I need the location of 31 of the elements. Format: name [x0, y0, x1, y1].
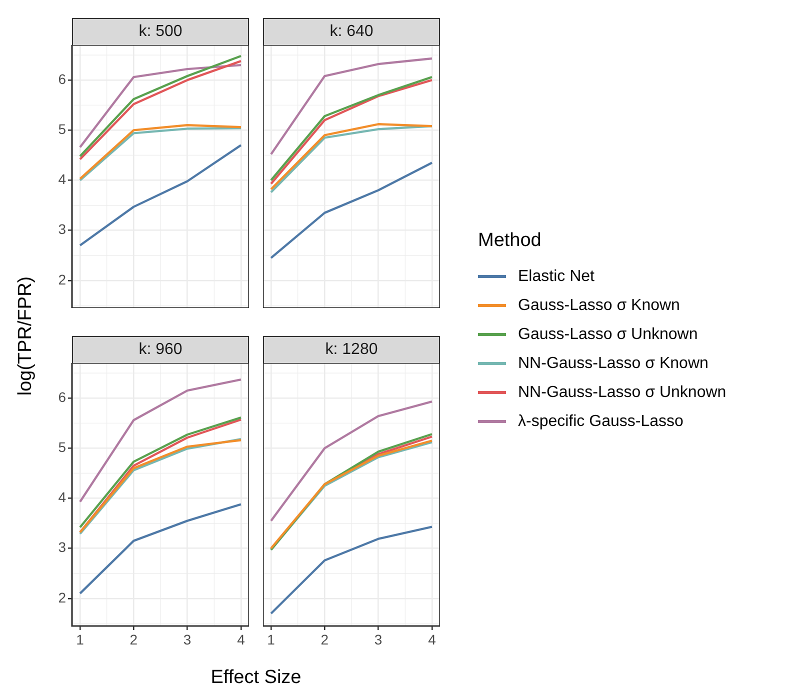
y-tick-label: 3: [58, 221, 66, 238]
chart-title: k: 640: [263, 18, 440, 45]
y-tick-label: 5: [58, 439, 66, 456]
chart-title: k: 500: [72, 18, 249, 45]
y-tick-label: 2: [58, 271, 66, 288]
chart-title: k: 1280: [263, 336, 440, 363]
x-tick-label: 4: [428, 631, 436, 648]
legend-title: Method: [478, 230, 542, 252]
y-tick-label: 3: [58, 539, 66, 556]
x-tick-label: 2: [130, 631, 138, 648]
legend-label: Gauss-Lasso σ Unknown: [518, 326, 698, 344]
legend-label: NN-Gauss-Lasso σ Known: [518, 354, 708, 372]
x-axis-title: Effect Size: [210, 667, 302, 689]
x-tick-label: 4: [237, 631, 246, 648]
y-tick-label: 6: [58, 70, 66, 87]
legend-label: Elastic Net: [518, 268, 594, 286]
legend-label: Gauss-Lasso σ Known: [518, 296, 680, 314]
y-tick-label: 6: [58, 388, 66, 405]
y-tick-label: 2: [58, 589, 66, 606]
legend-label: λ-specific Gauss-Lasso: [518, 412, 684, 430]
x-tick-label: 3: [183, 631, 192, 648]
y-tick-label: 5: [58, 121, 66, 138]
legend-label: NN-Gauss-Lasso σ Unknown: [518, 384, 726, 402]
x-tick-label: 1: [267, 631, 276, 648]
y-tick-label: 4: [58, 171, 66, 188]
chart-title: k: 960: [72, 336, 249, 363]
x-tick-label: 2: [320, 631, 329, 648]
x-tick-label: 1: [76, 631, 84, 648]
x-tick-label: 3: [374, 631, 382, 648]
y-axis-title: log(TPR/FPR): [15, 276, 37, 396]
y-tick-label: 4: [58, 489, 66, 506]
